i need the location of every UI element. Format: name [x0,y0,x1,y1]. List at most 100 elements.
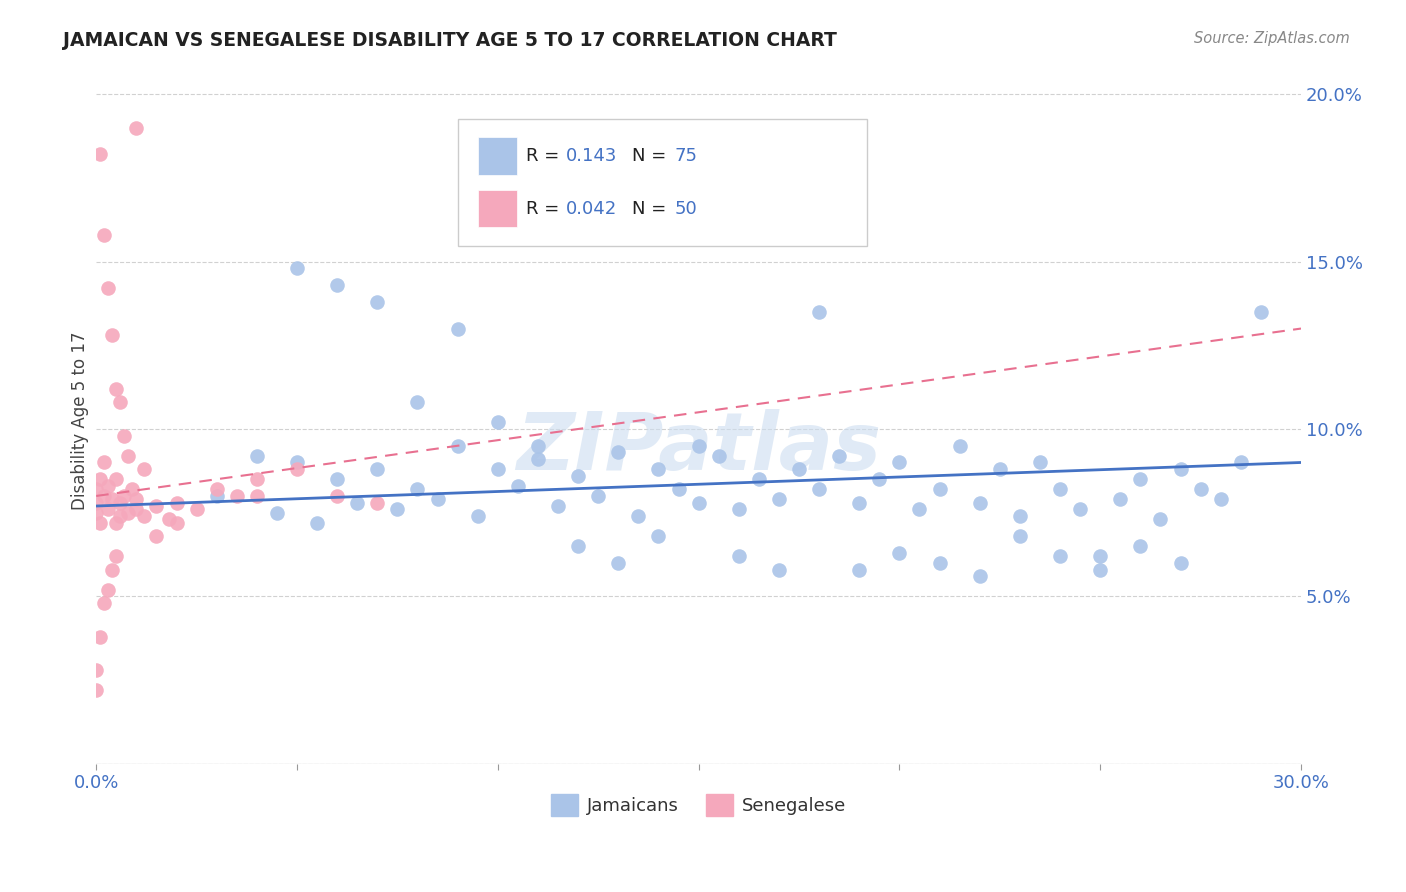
Text: N =: N = [633,200,672,218]
Point [101,328,124,343]
Point [1090,549,1112,564]
Point [1090,563,1112,577]
Point [157,512,180,526]
Point [89,147,111,161]
Point [969,496,991,510]
Point [285,261,308,276]
Point [889,455,911,469]
Point [1008,509,1031,524]
Legend: Jamaicans, Senegalese: Jamaicans, Senegalese [544,787,853,823]
Point [366,496,388,510]
Bar [478,190,516,227]
Point [387,502,409,516]
Point [166,516,188,530]
Point [266,506,288,520]
Point [868,472,890,486]
Point [326,472,349,486]
Point [285,462,308,476]
Point [134,462,156,476]
Point [607,556,630,570]
Point [447,439,470,453]
Point [787,462,810,476]
Point [121,483,143,497]
Text: ZIPatlas: ZIPatlas [516,409,882,487]
Point [707,449,730,463]
Point [406,395,429,409]
Point [668,483,690,497]
Point [145,529,167,543]
Point [105,472,128,486]
Point [688,439,710,453]
Point [97,582,120,597]
Point [84,496,107,510]
Point [246,489,269,503]
Point [848,563,870,577]
Point [93,455,115,469]
Point [93,489,115,503]
Text: Source: ZipAtlas.com: Source: ZipAtlas.com [1194,31,1350,46]
Point [828,449,851,463]
Point [101,492,124,507]
Point [928,556,950,570]
Point [527,452,550,467]
Point [1250,305,1272,319]
Point [688,496,710,510]
Point [97,281,120,295]
Point [889,546,911,560]
Point [125,492,148,507]
Y-axis label: Disability Age 5 to 17: Disability Age 5 to 17 [72,332,89,510]
Point [928,483,950,497]
Point [246,449,269,463]
Point [647,462,669,476]
Point [1008,529,1031,543]
Point [307,516,329,530]
Point [848,496,870,510]
Point [567,468,589,483]
Point [93,596,115,610]
Point [506,479,529,493]
Text: 75: 75 [675,146,697,165]
Point [125,120,148,135]
Point [246,472,269,486]
Point [486,415,509,429]
Point [205,489,228,503]
Point [768,563,790,577]
Point [1189,483,1212,497]
Point [326,489,349,503]
Point [768,492,790,507]
Point [748,472,770,486]
Point [969,569,991,583]
Point [949,439,972,453]
Point [89,630,111,644]
Point [988,462,1011,476]
Point [346,496,368,510]
Point [105,549,128,564]
Point [426,492,449,507]
Point [1129,472,1152,486]
Point [567,539,589,553]
Point [97,479,120,493]
Text: JAMAICAN VS SENEGALESE DISABILITY AGE 5 TO 17 CORRELATION CHART: JAMAICAN VS SENEGALESE DISABILITY AGE 5 … [63,31,837,50]
Point [225,489,247,503]
Point [527,439,550,453]
Point [89,472,111,486]
Point [84,683,107,698]
Point [808,483,831,497]
Text: 50: 50 [675,200,697,218]
Point [134,509,156,524]
Point [110,509,132,524]
Point [1170,462,1192,476]
Point [1049,483,1071,497]
Point [908,502,931,516]
Point [467,509,489,524]
Point [647,529,669,543]
Point [627,509,650,524]
Bar [478,136,516,175]
Point [105,382,128,396]
Point [366,462,388,476]
Point [547,499,569,513]
Point [486,462,509,476]
Point [727,549,749,564]
Point [112,428,135,442]
Point [1209,492,1232,507]
